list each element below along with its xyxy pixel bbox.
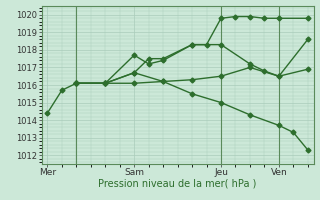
X-axis label: Pression niveau de la mer( hPa ): Pression niveau de la mer( hPa ) — [99, 179, 257, 189]
